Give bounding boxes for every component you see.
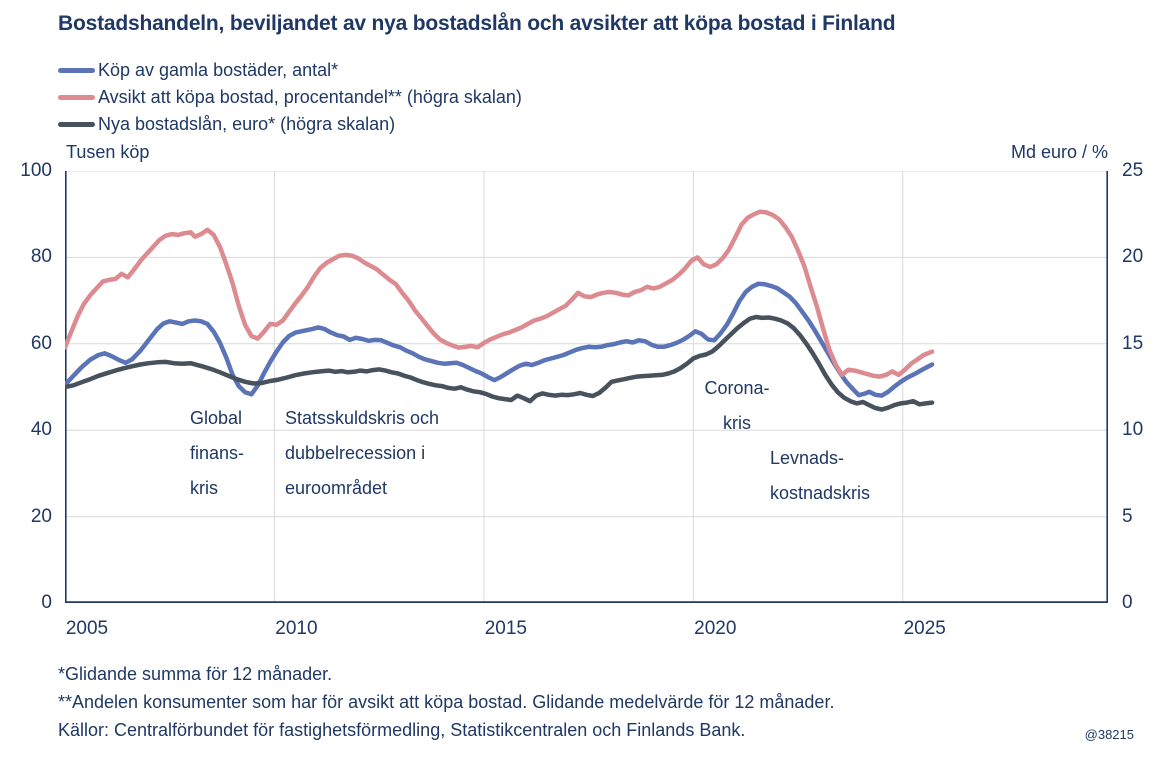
legend-swatch-blue-icon (58, 68, 95, 73)
right-tick-10: 10 (1122, 419, 1144, 441)
legend-label: Nya bostadslån, euro* (högra skalan) (98, 114, 396, 134)
left-tick-40: 40 (30, 419, 52, 441)
right-tick-0: 0 (1122, 592, 1133, 613)
right-tick-20: 20 (1122, 246, 1144, 268)
x-tick-2025: 2025 (903, 618, 946, 639)
left-tick-80: 80 (30, 246, 52, 268)
annotation-line: Levnads- (770, 448, 845, 468)
x-tick-2020: 2020 (694, 618, 737, 639)
legend: Köp av gamla bostäder, antal* Avsikt att… (58, 57, 522, 138)
annotation-line: Statsskuldskris och (285, 408, 440, 428)
right-axis-caption: Md euro / % (1010, 142, 1108, 162)
annotation-global-finans-kris: Global finans-kris (190, 401, 244, 506)
left-tick-0: 0 (41, 592, 52, 613)
annotation-levnadskostnadskris: Levnads-kostnadskris (770, 441, 870, 511)
annotation-line: kris (190, 478, 218, 498)
x-tick-2015: 2015 (484, 618, 528, 639)
left-tick-60: 60 (30, 332, 52, 354)
legend-item-avsikt: Avsikt att köpa bostad, procentandel** (… (58, 84, 522, 111)
watermark: @38215 (1084, 727, 1134, 742)
x-tick-2005: 2005 (65, 618, 109, 639)
legend-swatch-dark-icon (58, 122, 95, 127)
right-tick-5: 5 (1122, 505, 1133, 527)
annotation-line: finans- (190, 443, 245, 463)
annotation-line: euroområdet (285, 478, 388, 498)
footnote-2: **Andelen konsumenter som har för avsikt… (58, 692, 835, 712)
series-line (65, 314, 935, 412)
annotation-line: kostnadskris (770, 483, 871, 503)
annotation-line: Global (190, 408, 243, 428)
footnote-3: Källor: Centralförbundet för fastighetsf… (58, 720, 746, 740)
series-line (65, 209, 935, 379)
legend-item-kop: Köp av gamla bostäder, antal* (58, 57, 522, 84)
series-line (65, 281, 935, 398)
annotation-line: dubbelrecession i (285, 443, 426, 463)
footnote-1: *Glidande summa för 12 månader. (58, 664, 333, 684)
legend-item-bostadslan: Nya bostadslån, euro* (högra skalan) (58, 111, 522, 138)
right-tick-25: 25 (1122, 160, 1144, 181)
left-tick-100: 100 (20, 160, 52, 181)
annotation-line: Corona- (704, 378, 770, 398)
annotation-line: kris (723, 413, 751, 433)
page-title: Bostadshandeln, beviljandet av nya bosta… (58, 12, 896, 35)
legend-label: Avsikt att köpa bostad, procentandel** (… (98, 87, 522, 107)
legend-label: Köp av gamla bostäder, antal* (98, 60, 339, 80)
annotation-corona-kris: Corona-kris (704, 371, 769, 441)
footnotes: *Glidande summa för 12 månader. **Andele… (58, 660, 834, 744)
legend-swatch-red-icon (58, 95, 95, 100)
x-tick-2010: 2010 (275, 618, 318, 639)
plot-area (65, 171, 1108, 603)
left-axis-caption: Tusen köp (66, 142, 150, 162)
annotation-statsskuldskris: Statsskuldskris och dubbelrecession i euro… (285, 401, 439, 506)
left-tick-20: 20 (30, 505, 52, 527)
right-tick-15: 15 (1122, 332, 1144, 354)
